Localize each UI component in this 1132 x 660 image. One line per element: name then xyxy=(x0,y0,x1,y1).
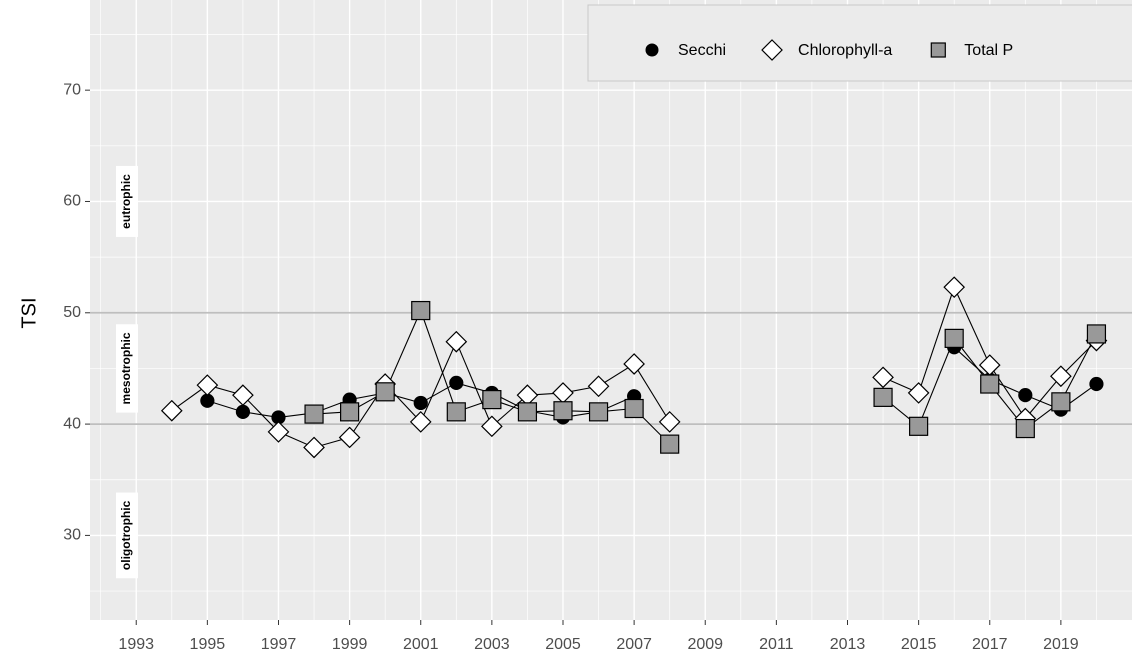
point xyxy=(909,416,929,436)
point xyxy=(944,328,964,348)
point xyxy=(235,404,251,419)
point xyxy=(196,374,219,396)
x-tick-label: 2017 xyxy=(972,636,1008,653)
x-tick-label: 1999 xyxy=(332,636,368,653)
point xyxy=(624,398,644,419)
point xyxy=(587,375,610,398)
point xyxy=(445,330,468,353)
legend-label: Total P xyxy=(964,42,1013,59)
legend-label: Chlorophyll-a xyxy=(798,42,892,59)
point xyxy=(623,353,645,375)
point xyxy=(873,387,893,407)
point xyxy=(413,395,428,411)
x-tick-label: 2019 xyxy=(1043,636,1079,653)
point xyxy=(375,382,395,402)
point xyxy=(267,421,290,443)
point xyxy=(658,411,681,433)
point xyxy=(304,404,324,424)
y-tick-label: 60 xyxy=(63,193,81,210)
point xyxy=(943,276,966,299)
point xyxy=(588,402,609,422)
y-tick-label: 30 xyxy=(63,527,81,544)
point xyxy=(200,393,215,408)
point xyxy=(160,399,183,422)
y-tick-label: 40 xyxy=(63,415,81,432)
legend-symbol xyxy=(645,43,659,57)
point xyxy=(340,402,360,422)
legend-symbol xyxy=(930,42,946,58)
trophic-label: mesotrophic xyxy=(119,332,133,404)
y-tick-label: 50 xyxy=(63,304,81,321)
x-tick-label: 2009 xyxy=(687,636,723,653)
point xyxy=(482,390,502,410)
plot-panel xyxy=(90,0,1132,620)
x-tick-label: 2001 xyxy=(403,636,439,653)
x-tick-label: 1993 xyxy=(118,636,154,653)
x-tick-label: 2005 xyxy=(545,636,581,653)
point xyxy=(446,402,466,422)
point xyxy=(481,415,503,438)
point xyxy=(232,384,254,407)
trophic-label-box xyxy=(116,165,138,237)
point xyxy=(338,426,361,449)
x-tick-label: 2011 xyxy=(759,636,794,653)
trophic-label-box xyxy=(116,492,138,579)
x-tick-label: 2013 xyxy=(830,636,866,653)
x-tick-label: 2003 xyxy=(474,636,510,653)
x-tick-label: 2007 xyxy=(616,636,652,653)
point xyxy=(1089,376,1104,392)
point xyxy=(1051,392,1071,412)
legend-box xyxy=(587,4,1132,82)
legend-label: Secchi xyxy=(678,42,726,59)
point xyxy=(553,401,573,421)
point xyxy=(660,434,680,454)
point xyxy=(1086,324,1107,344)
point xyxy=(1018,388,1033,403)
trophic-label-box xyxy=(116,324,138,413)
y-tick-label: 70 xyxy=(63,81,81,98)
point xyxy=(517,402,538,422)
trophic-label: eutrophic xyxy=(119,174,133,229)
trophic-label: oligotrophic xyxy=(119,500,133,570)
point xyxy=(980,374,1000,394)
point xyxy=(1015,418,1035,439)
y-axis-label: TSI xyxy=(18,297,40,328)
point xyxy=(872,366,894,389)
x-tick-label: 1997 xyxy=(261,636,297,653)
legend: Secchi Chlorophyll-a Total P xyxy=(587,4,1132,82)
point xyxy=(449,375,464,391)
x-tick-label: 1995 xyxy=(190,636,226,653)
point xyxy=(409,411,432,433)
x-tick-label: 2015 xyxy=(901,636,937,653)
point xyxy=(411,300,431,321)
point xyxy=(1050,365,1072,388)
legend-symbol xyxy=(761,39,783,61)
point xyxy=(907,382,930,404)
plot-area: eutrophic mesotrophic oligotrophic xyxy=(90,0,1132,620)
point xyxy=(303,436,325,459)
